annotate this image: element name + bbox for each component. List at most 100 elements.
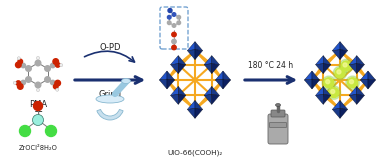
- Circle shape: [35, 60, 41, 66]
- Circle shape: [172, 24, 176, 27]
- Circle shape: [26, 66, 31, 71]
- Circle shape: [34, 102, 42, 110]
- Polygon shape: [167, 79, 175, 89]
- Circle shape: [329, 88, 339, 98]
- Polygon shape: [170, 64, 178, 74]
- Polygon shape: [340, 50, 348, 60]
- Ellipse shape: [121, 79, 130, 83]
- Polygon shape: [312, 79, 320, 89]
- Circle shape: [56, 88, 59, 91]
- Text: Grind: Grind: [98, 90, 122, 99]
- Polygon shape: [170, 94, 178, 104]
- Text: +: +: [33, 107, 43, 117]
- Circle shape: [327, 86, 341, 99]
- Circle shape: [21, 63, 25, 68]
- Circle shape: [350, 80, 353, 84]
- Circle shape: [36, 88, 40, 92]
- Polygon shape: [323, 94, 331, 104]
- Circle shape: [17, 57, 20, 60]
- Circle shape: [17, 84, 23, 89]
- Ellipse shape: [96, 95, 124, 103]
- Polygon shape: [178, 56, 186, 65]
- Polygon shape: [349, 64, 357, 74]
- Circle shape: [45, 66, 50, 71]
- Circle shape: [177, 15, 181, 19]
- Circle shape: [177, 21, 181, 25]
- Circle shape: [167, 15, 171, 19]
- Polygon shape: [316, 94, 323, 104]
- Circle shape: [16, 81, 21, 85]
- Polygon shape: [215, 79, 223, 89]
- Text: UiO-66(COOH)₂: UiO-66(COOH)₂: [167, 150, 223, 156]
- Text: PMA: PMA: [29, 100, 47, 109]
- Polygon shape: [212, 56, 220, 65]
- Circle shape: [172, 45, 176, 50]
- Polygon shape: [215, 71, 223, 80]
- Polygon shape: [349, 86, 357, 95]
- Circle shape: [13, 81, 16, 84]
- Circle shape: [35, 82, 41, 88]
- Polygon shape: [204, 64, 212, 74]
- Polygon shape: [167, 71, 175, 80]
- Polygon shape: [357, 64, 364, 74]
- Polygon shape: [312, 71, 320, 80]
- Circle shape: [56, 63, 60, 67]
- Circle shape: [339, 59, 353, 73]
- Polygon shape: [170, 86, 178, 95]
- Circle shape: [172, 39, 176, 44]
- Circle shape: [51, 80, 55, 85]
- Circle shape: [51, 63, 55, 68]
- Polygon shape: [316, 56, 323, 65]
- Polygon shape: [187, 109, 195, 118]
- Polygon shape: [357, 56, 364, 65]
- Circle shape: [341, 61, 351, 71]
- Circle shape: [15, 62, 21, 68]
- Circle shape: [26, 77, 31, 82]
- Text: O-PD: O-PD: [99, 43, 121, 52]
- Polygon shape: [195, 100, 203, 109]
- Polygon shape: [195, 109, 203, 118]
- Polygon shape: [223, 79, 231, 89]
- Ellipse shape: [276, 104, 280, 106]
- Circle shape: [324, 78, 334, 88]
- Circle shape: [346, 76, 359, 90]
- Circle shape: [168, 8, 172, 12]
- Polygon shape: [160, 71, 167, 80]
- Polygon shape: [178, 94, 186, 104]
- Polygon shape: [357, 86, 364, 95]
- Polygon shape: [212, 86, 220, 95]
- Circle shape: [326, 80, 330, 84]
- Polygon shape: [195, 50, 203, 60]
- Polygon shape: [360, 79, 368, 89]
- Circle shape: [53, 59, 59, 64]
- Polygon shape: [368, 79, 376, 89]
- Polygon shape: [195, 42, 203, 51]
- Polygon shape: [178, 64, 186, 74]
- Polygon shape: [332, 100, 340, 109]
- Circle shape: [167, 21, 171, 25]
- Polygon shape: [316, 86, 323, 95]
- Polygon shape: [323, 64, 331, 74]
- Circle shape: [53, 84, 58, 89]
- Polygon shape: [323, 86, 331, 95]
- Circle shape: [333, 66, 347, 80]
- Circle shape: [337, 70, 341, 74]
- Polygon shape: [357, 94, 364, 104]
- Polygon shape: [187, 50, 195, 60]
- Polygon shape: [349, 94, 357, 104]
- Text: ZrOCl²8H₂O: ZrOCl²8H₂O: [19, 145, 57, 151]
- Polygon shape: [323, 56, 331, 65]
- Circle shape: [322, 76, 336, 90]
- Polygon shape: [170, 56, 178, 65]
- Polygon shape: [187, 100, 195, 109]
- Circle shape: [172, 32, 176, 37]
- Polygon shape: [332, 109, 340, 118]
- Polygon shape: [332, 50, 340, 60]
- Polygon shape: [316, 64, 323, 74]
- Polygon shape: [160, 79, 167, 89]
- Polygon shape: [223, 71, 231, 80]
- Circle shape: [18, 59, 23, 64]
- Circle shape: [331, 90, 335, 93]
- Circle shape: [348, 78, 358, 88]
- Polygon shape: [340, 42, 348, 51]
